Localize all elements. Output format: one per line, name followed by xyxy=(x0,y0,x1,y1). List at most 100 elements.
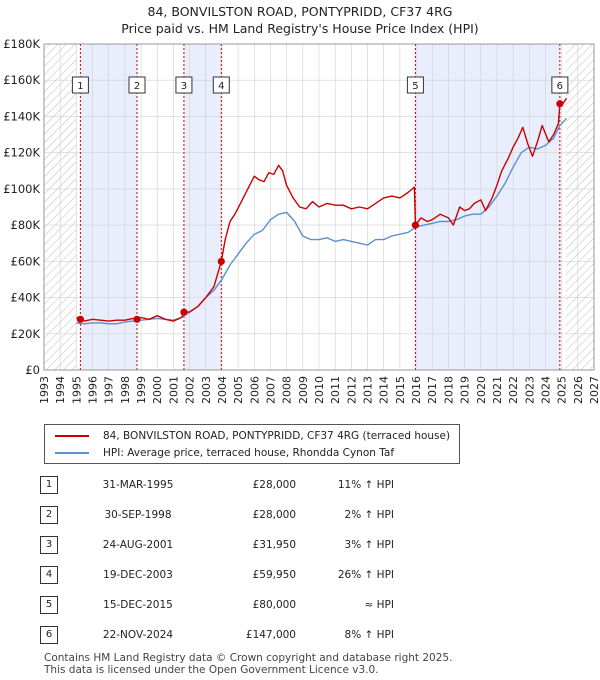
hpi-line xyxy=(76,117,568,325)
x-tick-label: 2007 xyxy=(264,376,277,404)
sale-label-box xyxy=(128,76,146,94)
sale-label-box xyxy=(212,76,230,94)
legend-item-hpi: HPI: Average price, terraced house, Rhon… xyxy=(55,445,394,461)
sale-number-badge: 6 xyxy=(40,626,58,644)
plot-frame xyxy=(43,43,595,371)
sale-label-number: 6 xyxy=(557,81,563,92)
y-tick-label: £60K xyxy=(11,254,41,268)
property-price-line xyxy=(76,97,568,322)
sale-hpi-change: 2% ↑ HPI xyxy=(344,509,394,521)
footer-copyright: Contains HM Land Registry data © Crown c… xyxy=(44,652,453,664)
sale-price: £28,000 xyxy=(252,479,296,491)
footer-attribution: Contains HM Land Registry data © Crown c… xyxy=(44,652,452,676)
sale-number-badge: 2 xyxy=(40,506,58,524)
sale-point xyxy=(411,221,420,229)
sale-date: 19-DEC-2003 xyxy=(103,569,173,581)
legend-label-property: 84, BONVILSTON ROAD, PONTYPRIDD, CF37 4R… xyxy=(103,430,451,442)
sale-point xyxy=(556,100,564,108)
sale-label-box xyxy=(175,76,193,94)
x-tick-label: 2020 xyxy=(475,376,488,404)
x-tick-label: 1995 xyxy=(70,376,83,404)
x-tick-label: 1994 xyxy=(54,376,67,404)
legend-label-hpi: HPI: Average price, terraced house, Rhon… xyxy=(103,447,395,459)
x-tick-label: 2025 xyxy=(556,376,569,404)
chart-subtitle: Price paid vs. HM Land Registry's House … xyxy=(121,21,479,36)
hatch-region-after xyxy=(565,44,594,370)
x-tick-label: 1999 xyxy=(135,376,148,404)
x-tick-label: 2024 xyxy=(539,376,552,404)
x-tick-label: 2003 xyxy=(200,376,213,404)
sale-hpi-change: 26% ↑ HPI xyxy=(337,569,394,581)
sale-price: £28,000 xyxy=(252,509,296,521)
table-row: 4 19-DEC-2003 £59,950 26% ↑ HPI xyxy=(40,560,394,590)
legend-swatch-property xyxy=(55,435,89,437)
sale-date: 30-SEP-1998 xyxy=(104,509,172,521)
chart-legend: 84, BONVILSTON ROAD, PONTYPRIDD, CF37 4R… xyxy=(44,424,460,464)
chart-title: 84, BONVILSTON ROAD, PONTYPRIDD, CF37 4R… xyxy=(147,4,453,19)
y-tick-label: £0 xyxy=(25,363,40,377)
sale-label-box xyxy=(71,76,89,94)
x-tick-label: 2018 xyxy=(442,376,455,404)
x-tick-label: 2026 xyxy=(572,376,585,404)
y-tick-label: £180K xyxy=(3,37,40,51)
x-tick-label: 2027 xyxy=(588,376,600,404)
sale-point xyxy=(180,308,188,316)
sale-label-number: 4 xyxy=(218,81,224,92)
y-tick-label: £40K xyxy=(11,291,41,305)
sale-hpi-change: 11% ↑ HPI xyxy=(337,479,394,491)
sale-date: 15-DEC-2015 xyxy=(103,599,173,611)
sale-label-number: 3 xyxy=(181,81,187,92)
x-tick-label: 2009 xyxy=(297,376,310,404)
legend-item-property: 84, BONVILSTON ROAD, PONTYPRIDD, CF37 4R… xyxy=(55,428,450,444)
table-row: 2 30-SEP-1998 £28,000 2% ↑ HPI xyxy=(40,500,394,530)
x-tick-label: 2010 xyxy=(313,376,326,404)
x-tick-label: 2011 xyxy=(329,376,342,404)
sale-price: £80,000 xyxy=(252,599,296,611)
legend-swatch-hpi xyxy=(55,452,89,454)
x-tick-label: 2000 xyxy=(151,376,164,404)
table-row: 6 22-NOV-2024 £147,000 8% ↑ HPI xyxy=(40,620,394,650)
sale-number-badge: 5 xyxy=(40,596,58,614)
sale-number-badge: 4 xyxy=(40,566,58,584)
sale-label-box xyxy=(406,76,424,94)
x-tick-label: 2014 xyxy=(378,376,391,404)
x-tick-label: 1996 xyxy=(87,376,100,404)
table-row: 1 31-MAR-1995 £28,000 11% ↑ HPI xyxy=(40,470,394,500)
x-tick-label: 2023 xyxy=(523,376,536,404)
x-tick-label: 2008 xyxy=(281,376,294,404)
table-row: 3 24-AUG-2001 £31,950 3% ↑ HPI xyxy=(40,530,394,560)
sale-date: 22-NOV-2024 xyxy=(102,629,174,641)
sale-label-number: 5 xyxy=(412,81,418,92)
x-tick-label: 2002 xyxy=(184,376,197,404)
price-chart: 1 2 3 4 5 6 £0 £20K £40K £60K £80K £100K £120K £140K… xyxy=(3,37,600,404)
sale-label-number: 2 xyxy=(134,81,140,92)
sale-point xyxy=(217,257,225,266)
sale-number-badge: 3 xyxy=(40,536,58,554)
sales-table: 1 31-MAR-1995 £28,000 11% ↑ HPI 2 30-SEP… xyxy=(40,470,394,650)
table-row: 5 15-DEC-2015 £80,000 ≈ HPI xyxy=(40,590,394,620)
sale-date: 31-MAR-1995 xyxy=(102,479,174,491)
sale-price: £59,950 xyxy=(252,569,296,581)
x-tick-label: 2013 xyxy=(362,376,375,404)
x-tick-label: 2012 xyxy=(345,376,358,404)
x-tick-label: 2017 xyxy=(426,376,439,404)
sale-price: £31,950 xyxy=(252,539,296,551)
x-tick-label: 2004 xyxy=(216,376,229,404)
sale-price: £147,000 xyxy=(245,629,296,641)
x-tick-label: 1998 xyxy=(119,376,132,404)
x-tick-label: 2019 xyxy=(459,376,472,404)
sale-label-box xyxy=(551,76,569,94)
y-tick-label: £160K xyxy=(3,73,40,87)
x-tick-label: 1993 xyxy=(38,376,51,404)
sale-hpi-change: 8% ↑ HPI xyxy=(344,629,394,641)
y-tick-label: £80K xyxy=(11,218,41,232)
x-tick-label: 2021 xyxy=(491,376,504,404)
sale-number-badge: 1 xyxy=(40,476,58,494)
sale-label-number: 1 xyxy=(77,81,83,92)
sale-hpi-change: 3% ↑ HPI xyxy=(344,539,394,551)
x-tick-label: 1997 xyxy=(103,376,116,404)
x-tick-label: 2005 xyxy=(232,376,245,404)
x-tick-label: 2015 xyxy=(394,376,407,404)
x-tick-label: 2022 xyxy=(507,376,520,404)
x-tick-label: 2016 xyxy=(410,376,423,404)
